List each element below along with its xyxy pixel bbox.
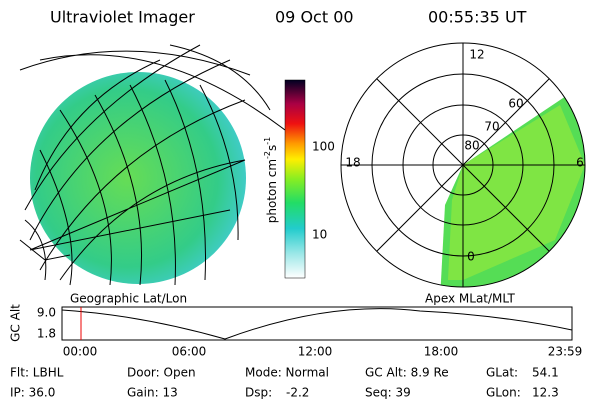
alt-label: GC Alt (9, 304, 23, 342)
unit: photon cm (265, 159, 279, 223)
info-field: GLat: (486, 366, 518, 380)
mlt-label: 6 (576, 156, 584, 170)
info-field: 54.1 (532, 366, 559, 380)
info-field: Seq: 39 (365, 386, 411, 400)
time: 00:55:35 UT (428, 8, 527, 27)
mlat-label: 70 (484, 120, 499, 134)
alt-tick: 1.8 (37, 327, 56, 341)
colorbar-tick: 100 (312, 140, 335, 154)
date: 09 Oct 00 (275, 8, 354, 27)
info-field: GLon: (486, 386, 521, 400)
info-field: Door: Open (127, 366, 196, 380)
geo-image (19, 44, 286, 286)
time-label: 18:00 (424, 345, 459, 359)
mlat-label: 60 (508, 97, 523, 111)
info-field: 12.3 (532, 386, 559, 400)
alt-curve (61, 308, 573, 340)
time-label: 23:59 (548, 345, 583, 359)
unit-exp: -2 (263, 151, 272, 159)
info-field: Gain: 13 (127, 386, 178, 400)
mlt-label: 18 (345, 156, 360, 170)
alt-tick: 9.0 (37, 306, 56, 320)
info-field: Mode: Normal (245, 366, 329, 380)
unit: s (265, 145, 279, 151)
colorbar-tick: 10 (312, 228, 327, 242)
caption: Apex MLat/MLT (425, 292, 515, 306)
mlt-label: 0 (467, 250, 475, 264)
alt-plot-frame (61, 306, 573, 341)
time-label: 12:00 (298, 345, 333, 359)
unit-exp: -1 (263, 137, 272, 145)
caption: Geographic Lat/Lon (70, 292, 187, 306)
title: Ultraviolet Imager (50, 8, 195, 27)
info-field: Flt: LBHL (10, 366, 64, 380)
info-field: IP: 36.0 (10, 386, 55, 400)
colorbar (284, 79, 306, 279)
mlt-label: 12 (469, 48, 484, 62)
colorbar-label: photon cm-2s-1 (263, 137, 279, 224)
info-field: GC Alt: 8.9 Re (365, 366, 449, 380)
info-field: -2.2 (286, 386, 309, 400)
time-label: 00:00 (63, 345, 98, 359)
mlat-label: 80 (464, 139, 479, 153)
time-label: 06:00 (172, 345, 207, 359)
info-field: Dsp: (245, 386, 272, 400)
